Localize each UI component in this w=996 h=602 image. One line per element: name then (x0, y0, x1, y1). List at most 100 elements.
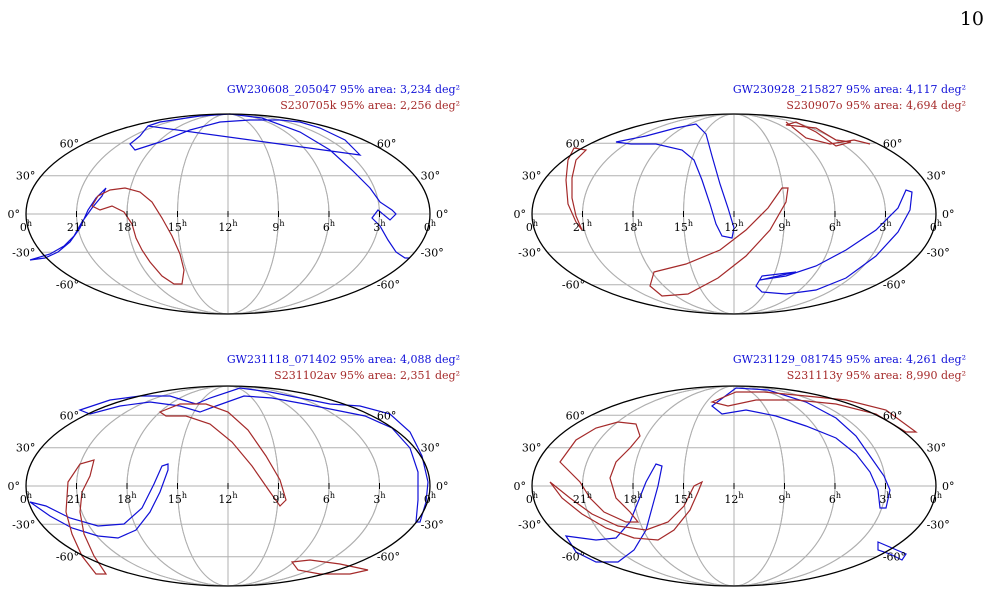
lat-label-left: -60° (56, 279, 79, 292)
legend-4: GW231129_081745 95% area: 4,261 deg² S23… (733, 352, 966, 384)
lon-tick-label: 3h (373, 219, 385, 234)
s-contour (549, 391, 918, 541)
s-contour (65, 403, 369, 575)
lat-label-right: -30° (421, 518, 444, 531)
lat-label-left: -30° (518, 246, 541, 259)
lon-tick-label: 12h (724, 219, 743, 234)
lat-label-left: 60° (60, 409, 80, 422)
lat-label-right: 60° (883, 409, 903, 422)
lat-label-right: 60° (377, 409, 397, 422)
legend-entry-s: S231113y 95% area: 8,990 deg² (786, 369, 966, 382)
lat-label-right: 30° (927, 442, 947, 455)
lat-label-left: 60° (566, 137, 586, 150)
lon-tick-label: 12h (724, 491, 743, 506)
lon-tick-label: 6h (829, 219, 841, 234)
lat-label-right: -60° (377, 279, 400, 292)
lon-tick-label: 6h (829, 491, 841, 506)
lat-label-left: 0° (8, 480, 21, 493)
lat-label-right: 30° (421, 170, 441, 183)
lon-tick-label: 0h (424, 219, 436, 234)
legend-entry-gw: GW230928_215827 95% area: 4,117 deg² (732, 83, 966, 96)
lon-tick-label: 3h (879, 219, 891, 234)
legend-entry-gw: GW231129_081745 95% area: 4,261 deg² (732, 353, 966, 366)
lon-tick-label: 0h (526, 491, 538, 506)
legend-entry-gw: GW230608_205047 95% area: 3,234 deg² (226, 83, 460, 96)
lat-label-left: -30° (518, 518, 541, 531)
lat-label-left: 60° (566, 409, 586, 422)
lat-label-right: 60° (883, 137, 903, 150)
lon-tick-label: 3h (879, 491, 891, 506)
axis-labels: 0h 21h 18h 15h 12h 9h 6h 3h 0h 60° 60° 30° 30° 0° 0° -3… (8, 409, 449, 563)
skymap-panel-2: GW230928_215827 95% area: 4,117 deg² S23… (506, 80, 976, 330)
skymap-2: 0h 21h 18h 15h 12h 9h 6h 3h 0h 60° 60° 30° 30° 0° 0° -3… (514, 113, 955, 315)
legend-entry-gw: GW231118_071402 95% area: 4,088 deg² (226, 353, 460, 366)
lon-tick-label: 9h (778, 491, 790, 506)
lat-label-right: 60° (377, 137, 397, 150)
lon-tick-label: 18h (623, 219, 642, 234)
skymap-3: 0h 21h 18h 15h 12h 9h 6h 3h 0h 60° 60° 30° 30° 0° 0° -3… (8, 385, 449, 587)
lat-label-left: -60° (562, 551, 585, 564)
lon-tick-label: 9h (272, 219, 284, 234)
lon-tick-label: 0h (526, 219, 538, 234)
skymap-panel-4: GW231129_081745 95% area: 4,261 deg² S23… (506, 352, 976, 602)
legend-entry-s: S230705k 95% area: 2,256 deg² (280, 99, 460, 112)
lat-label-left: -30° (12, 518, 35, 531)
lon-tick-label: 6h (323, 491, 335, 506)
lon-tick-label: 21h (573, 491, 592, 506)
lat-label-left: -30° (12, 246, 35, 259)
s-contour (565, 121, 871, 297)
lon-tick-label: 12h (218, 491, 237, 506)
legend-3: GW231118_071402 95% area: 4,088 deg² S23… (227, 352, 460, 384)
lat-label-right: -30° (927, 518, 950, 531)
lat-label-right: 30° (927, 170, 947, 183)
lat-label-right: 0° (436, 480, 449, 493)
page-number: 10 (959, 8, 984, 30)
lat-label-left: -60° (56, 551, 79, 564)
lat-label-left: 0° (514, 208, 527, 221)
legend-entry-s: S231102av 95% area: 2,351 deg² (274, 369, 460, 382)
s-contour (91, 187, 185, 285)
lat-label-right: 0° (436, 208, 449, 221)
lon-tick-label: 21h (67, 219, 86, 234)
lon-tick-label: 6h (323, 219, 335, 234)
lon-tick-label: 0h (930, 491, 942, 506)
lat-label-right: -60° (377, 551, 400, 564)
lat-label-right: -60° (883, 551, 906, 564)
lon-tick-label: 21h (67, 491, 86, 506)
lat-label-left: -60° (562, 279, 585, 292)
lat-label-left: 30° (16, 170, 36, 183)
lat-label-right: 0° (942, 208, 955, 221)
skymap-1: 0h 21h 18h 15h 12h 9h 6h 3h 0h 60° 60° 30° 30° 0° 0° -3… (8, 113, 449, 315)
legend-1: GW230608_205047 95% area: 3,234 deg² S23… (227, 82, 460, 114)
lat-label-right: 30° (421, 442, 441, 455)
lon-tick-label: 18h (623, 491, 642, 506)
lon-tick-label: 0h (20, 491, 32, 506)
legend-2: GW230928_215827 95% area: 4,117 deg² S23… (733, 82, 966, 114)
lat-label-left: 30° (522, 442, 542, 455)
lon-tick-label: 21h (573, 219, 592, 234)
lat-label-right: -30° (421, 246, 444, 259)
gw-contour (29, 387, 429, 539)
gw-contour (564, 387, 907, 563)
lat-label-right: 0° (942, 480, 955, 493)
lon-tick-label: 9h (778, 219, 790, 234)
lat-label-right: -30° (927, 246, 950, 259)
lon-tick-label: 15h (674, 219, 693, 234)
skymap-panel-1: GW230608_205047 95% area: 3,234 deg² S23… (0, 80, 470, 330)
lat-label-right: -60° (883, 279, 906, 292)
lat-label-left: 30° (16, 442, 36, 455)
axis-labels: 0h 21h 18h 15h 12h 9h 6h 3h 0h 60° 60° 30° 30° 0° 0° -3… (514, 409, 955, 563)
axis-labels: 0h 21h 18h 15h 12h 9h 6h 3h 0h 60° 60° 30° 30° 0° 0° -3… (514, 137, 955, 291)
lon-tick-label: 9h (272, 491, 284, 506)
lon-tick-label: 15h (168, 219, 187, 234)
lat-label-left: 0° (514, 480, 527, 493)
skymap-panel-3: GW231118_071402 95% area: 4,088 deg² S23… (0, 352, 470, 602)
lon-tick-label: 15h (674, 491, 693, 506)
gw-contour (615, 123, 913, 295)
lat-label-left: 30° (522, 170, 542, 183)
axis-labels: 0h 21h 18h 15h 12h 9h 6h 3h 0h 60° 60° 30° 30° 0° 0° -3… (8, 137, 449, 291)
lon-tick-label: 0h (424, 491, 436, 506)
lon-tick-label: 3h (373, 491, 385, 506)
lon-tick-label: 12h (218, 219, 237, 234)
lat-label-left: 60° (60, 137, 80, 150)
